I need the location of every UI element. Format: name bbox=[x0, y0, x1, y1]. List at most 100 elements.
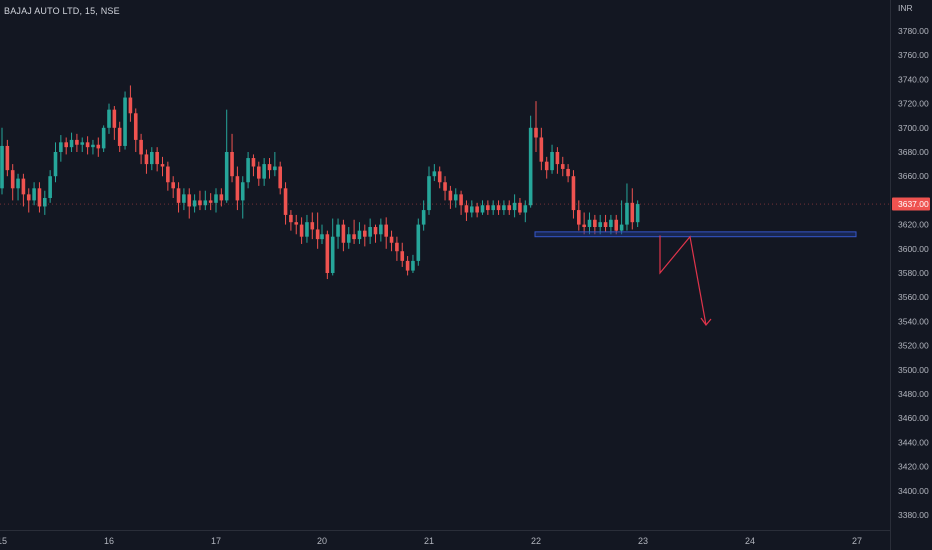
candle bbox=[363, 224, 367, 247]
y-tick-label: 3400.00 bbox=[898, 486, 929, 496]
candle-body bbox=[502, 205, 506, 211]
candle bbox=[155, 147, 159, 172]
candles-layer bbox=[0, 85, 640, 280]
candle-body bbox=[64, 142, 68, 148]
candle bbox=[16, 173, 20, 201]
y-tick-label: 3540.00 bbox=[898, 316, 929, 326]
candle bbox=[123, 91, 127, 150]
candle-body bbox=[507, 205, 512, 211]
candle bbox=[379, 218, 383, 242]
candle bbox=[325, 230, 330, 280]
candle bbox=[614, 214, 619, 235]
candle bbox=[566, 164, 570, 183]
y-tick-label: 3680.00 bbox=[898, 147, 929, 157]
candle-body bbox=[59, 142, 63, 152]
candle-body bbox=[91, 144, 95, 148]
candle-body bbox=[518, 202, 522, 213]
candle bbox=[48, 170, 52, 203]
candle-body bbox=[560, 164, 565, 169]
candle-body bbox=[635, 204, 640, 223]
candle-body bbox=[262, 164, 266, 179]
y-tick-label: 3600.00 bbox=[898, 244, 929, 254]
candle-body bbox=[453, 194, 458, 201]
candle-body bbox=[192, 200, 197, 207]
candle-body bbox=[475, 206, 479, 213]
candle-body bbox=[251, 158, 256, 167]
candle-body bbox=[305, 222, 309, 237]
candle bbox=[368, 218, 372, 244]
x-tick-label: 22 bbox=[531, 536, 541, 546]
candle bbox=[203, 190, 208, 211]
candle-body bbox=[577, 210, 581, 225]
y-tick-label: 3700.00 bbox=[898, 123, 929, 133]
y-tick-label: 3440.00 bbox=[898, 437, 929, 447]
y-tick-label: 3760.00 bbox=[898, 50, 929, 60]
candle bbox=[437, 166, 442, 189]
candle-body bbox=[512, 202, 517, 211]
candle bbox=[107, 103, 111, 134]
candle-body bbox=[85, 142, 90, 148]
candle-body bbox=[5, 145, 10, 171]
candle-body bbox=[550, 152, 554, 171]
candle-body bbox=[582, 224, 586, 228]
candle bbox=[139, 133, 143, 165]
candle-body bbox=[325, 234, 330, 273]
candle-body bbox=[283, 188, 288, 215]
candle bbox=[389, 230, 394, 252]
candle bbox=[278, 161, 282, 195]
candle bbox=[464, 200, 469, 221]
candle-body bbox=[182, 194, 186, 203]
x-tick-label: 27 bbox=[852, 536, 862, 546]
candle bbox=[539, 127, 544, 171]
candle bbox=[10, 164, 15, 201]
candle-body bbox=[37, 188, 42, 207]
candle-body bbox=[534, 127, 538, 138]
candle-body bbox=[214, 194, 218, 203]
candle-body bbox=[432, 171, 437, 177]
candle bbox=[550, 144, 554, 174]
candle-body bbox=[427, 176, 431, 211]
candle bbox=[53, 142, 58, 183]
candle-body bbox=[150, 152, 154, 165]
candle bbox=[534, 101, 538, 152]
candle-body bbox=[219, 194, 224, 201]
candle-body bbox=[235, 176, 240, 201]
candle bbox=[357, 222, 362, 244]
candle bbox=[219, 188, 224, 207]
candle-body bbox=[294, 222, 299, 225]
candle bbox=[64, 137, 68, 155]
candle bbox=[5, 139, 10, 177]
candle-body bbox=[101, 127, 106, 149]
y-tick-label: 3420.00 bbox=[898, 462, 929, 472]
candle bbox=[246, 152, 250, 189]
candle bbox=[432, 164, 437, 182]
candle bbox=[0, 127, 4, 195]
candle-body bbox=[368, 227, 372, 237]
candle bbox=[69, 132, 74, 152]
candle-body bbox=[139, 139, 143, 155]
candle bbox=[257, 161, 261, 186]
candle bbox=[198, 190, 202, 211]
candle-body bbox=[421, 210, 426, 225]
candle bbox=[214, 188, 218, 213]
candle bbox=[523, 200, 528, 223]
candle bbox=[427, 166, 431, 215]
candle-body bbox=[96, 144, 101, 149]
candle-body bbox=[566, 168, 570, 177]
candle bbox=[528, 115, 533, 208]
x-tick-label: 21 bbox=[424, 536, 434, 546]
candle bbox=[507, 200, 512, 215]
candle-body bbox=[630, 202, 635, 223]
candle bbox=[336, 218, 340, 249]
candle bbox=[26, 188, 31, 213]
currency-label: INR bbox=[898, 3, 913, 13]
candle bbox=[555, 147, 560, 174]
support-zone bbox=[534, 231, 857, 238]
projection-arrow bbox=[659, 235, 707, 326]
candle-body bbox=[123, 97, 127, 146]
candle-body bbox=[528, 127, 533, 206]
candle bbox=[395, 236, 399, 261]
candle-body bbox=[571, 176, 576, 211]
candle bbox=[630, 188, 635, 230]
